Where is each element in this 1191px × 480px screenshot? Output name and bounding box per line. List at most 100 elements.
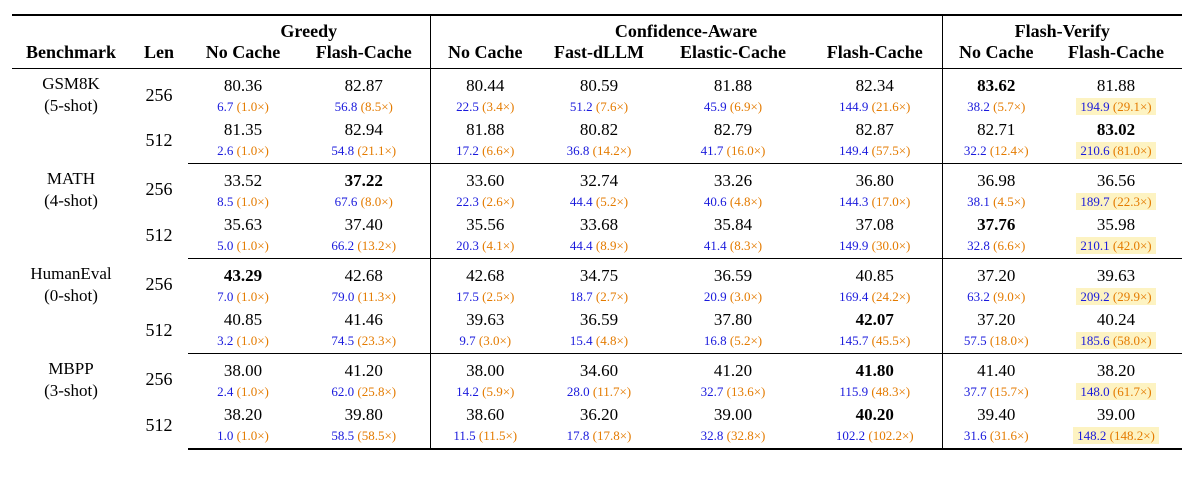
accuracy-cell: 81.35 xyxy=(223,120,263,139)
throughput-value: 210.6 (81.0×) xyxy=(1076,142,1156,159)
accuracy-cell: 33.52 xyxy=(223,171,263,190)
accuracy-cell: 37.40 xyxy=(344,215,383,234)
throughput-cell: 144.9 (21.6×) xyxy=(808,97,942,117)
accuracy-cell: 37.22 xyxy=(344,171,383,190)
throughput-number: 67.6 xyxy=(334,194,358,209)
throughput-cell: 66.2 (13.2×) xyxy=(298,236,430,259)
throughput-cell: 31.6 (31.6×) xyxy=(941,426,1050,450)
throughput-cell: 54.8 (21.1×) xyxy=(298,141,430,164)
throughput-value: 15.4 (4.8×) xyxy=(570,333,628,348)
col-header: No Cache xyxy=(429,42,540,69)
throughput-row: 1.0 (1.0×) 58.5 (58.5×) 11.5 (11.5×) 17.8 (… xyxy=(12,426,1183,450)
throughput-value: 2.6 (1.0×) xyxy=(217,143,269,158)
throughput-row: 7.0 (1.0×) 79.0 (11.3×) 17.5 (2.5×) 18.7 (2… xyxy=(12,287,1182,307)
throughput-number: 36.8 xyxy=(566,143,590,158)
speedup-number: (4.8×) xyxy=(729,194,763,209)
accuracy-cell: 80.82 xyxy=(579,120,619,139)
throughput-value: 6.7 (1.0×) xyxy=(217,99,269,114)
throughput-number: 148.0 xyxy=(1080,384,1110,399)
throughput-value: 18.7 (2.7×) xyxy=(570,289,628,304)
throughput-value: 17.2 (6.6×) xyxy=(456,143,514,158)
accuracy-cell: 43.29 xyxy=(223,266,263,285)
accuracy-cell: 42.68 xyxy=(344,266,383,285)
throughput-number: 32.2 xyxy=(963,143,987,158)
throughput-value: 148.0 (61.7×) xyxy=(1076,383,1156,400)
throughput-number: 6.7 xyxy=(217,99,234,114)
throughput-number: 7.0 xyxy=(217,289,234,304)
group-header-confidence-aware: Confidence-Aware xyxy=(429,14,942,42)
benchmark-cell: MATH (4-shot) xyxy=(12,164,130,259)
benchmark-cell: MBPP (3-shot) xyxy=(12,354,130,450)
speedup-number: (6.9×) xyxy=(729,99,763,114)
throughput-number: 38.2 xyxy=(967,99,990,114)
speedup-number: (13.6×) xyxy=(726,384,766,399)
throughput-number: 32.7 xyxy=(700,384,724,399)
accuracy-cell: 81.88 xyxy=(1096,76,1136,95)
throughput-number: 28.0 xyxy=(566,384,590,399)
accuracy-cell: 36.80 xyxy=(855,171,894,190)
throughput-cell: 2.6 (1.0×) xyxy=(188,141,298,164)
accuracy-cell: 38.20 xyxy=(223,405,263,424)
throughput-row: 2.6 (1.0×) 54.8 (21.1×) 17.2 (6.6×) 36.8 (1… xyxy=(12,141,1183,164)
throughput-cell: 9.7 (3.0×) xyxy=(429,331,540,354)
throughput-value: 14.2 (5.9×) xyxy=(456,384,514,399)
throughput-row: 2.4 (1.0×) 62.0 (25.8×) 14.2 (5.9×) 28.0 (1… xyxy=(12,382,1182,402)
speedup-number: (1.0×) xyxy=(236,384,269,399)
accuracy-cell: 39.80 xyxy=(344,405,383,424)
throughput-cell: 17.2 (6.6×) xyxy=(429,141,540,164)
throughput-cell: 148.0 (61.7×) xyxy=(1050,382,1182,402)
speedup-number: (45.5×) xyxy=(871,333,911,348)
speedup-number: (17.0×) xyxy=(871,194,911,209)
throughput-number: 144.9 xyxy=(839,99,869,114)
throughput-value: 22.3 (2.6×) xyxy=(456,194,514,209)
throughput-number: 66.2 xyxy=(331,238,355,253)
throughput-cell: 169.4 (24.2×) xyxy=(808,287,942,307)
throughput-cell: 115.9 (48.3×) xyxy=(808,382,942,402)
speedup-number: (11.5×) xyxy=(478,428,518,443)
throughput-value: 38.1 (4.5×) xyxy=(967,194,1025,209)
throughput-number: 5.0 xyxy=(217,238,234,253)
accuracy-cell: 39.40 xyxy=(941,402,1050,426)
throughput-number: 20.3 xyxy=(456,238,479,253)
throughput-number: 22.5 xyxy=(456,99,479,114)
throughput-number: 62.0 xyxy=(331,384,355,399)
throughput-value: 62.0 (25.8×) xyxy=(331,384,396,399)
accuracy-cell: 40.24 xyxy=(1096,310,1136,329)
accuracy-cell: 32.74 xyxy=(579,171,619,190)
throughput-number: 1.0 xyxy=(217,428,234,443)
throughput-value: 1.0 (1.0×) xyxy=(217,428,269,443)
throughput-value: 37.7 (15.7×) xyxy=(964,384,1029,399)
throughput-cell: 44.4 (8.9×) xyxy=(540,236,658,259)
group-header-flash-verify: Flash-Verify xyxy=(941,14,1183,42)
throughput-number: 45.9 xyxy=(703,99,727,114)
speedup-number: (13.2×) xyxy=(357,238,397,253)
accuracy-cell: 38.00 xyxy=(429,353,540,382)
accuracy-cell: 37.08 xyxy=(855,215,894,234)
accuracy-cell: 80.36 xyxy=(223,76,263,95)
accuracy-cell: 41.20 xyxy=(344,361,383,380)
throughput-cell: 17.8 (17.8×) xyxy=(540,426,658,450)
accuracy-cell: 82.94 xyxy=(344,120,383,139)
throughput-number: 9.7 xyxy=(459,333,476,348)
throughput-cell: 194.9 (29.1×) xyxy=(1050,97,1182,117)
speedup-number: (42.0×) xyxy=(1112,238,1152,253)
throughput-value: 38.2 (5.7×) xyxy=(967,99,1025,114)
throughput-number: 169.4 xyxy=(839,289,869,304)
throughput-number: 8.5 xyxy=(217,194,234,209)
throughput-cell: 38.1 (4.5×) xyxy=(941,192,1050,212)
accuracy-cell: 83.62 xyxy=(941,68,1050,97)
speedup-number: (14.2×) xyxy=(592,143,632,158)
accuracy-cell: 34.60 xyxy=(579,361,619,380)
throughput-cell: 11.5 (11.5×) xyxy=(429,426,540,450)
throughput-value: 3.2 (1.0×) xyxy=(217,333,269,348)
throughput-value: 51.2 (7.6×) xyxy=(570,99,628,114)
speedup-number: (16.0×) xyxy=(726,143,766,158)
throughput-value: 45.9 (6.9×) xyxy=(704,99,762,114)
throughput-cell: 58.5 (58.5×) xyxy=(298,426,430,450)
throughput-value: 8.5 (1.0×) xyxy=(217,194,269,209)
accuracy-cell: 34.75 xyxy=(579,266,619,285)
benchmark-cell: GSM8K (5-shot) xyxy=(12,69,130,164)
col-header-benchmark: Benchmark xyxy=(12,42,130,69)
speedup-number: (6.6×) xyxy=(482,143,515,158)
speedup-number: (1.0×) xyxy=(236,143,269,158)
